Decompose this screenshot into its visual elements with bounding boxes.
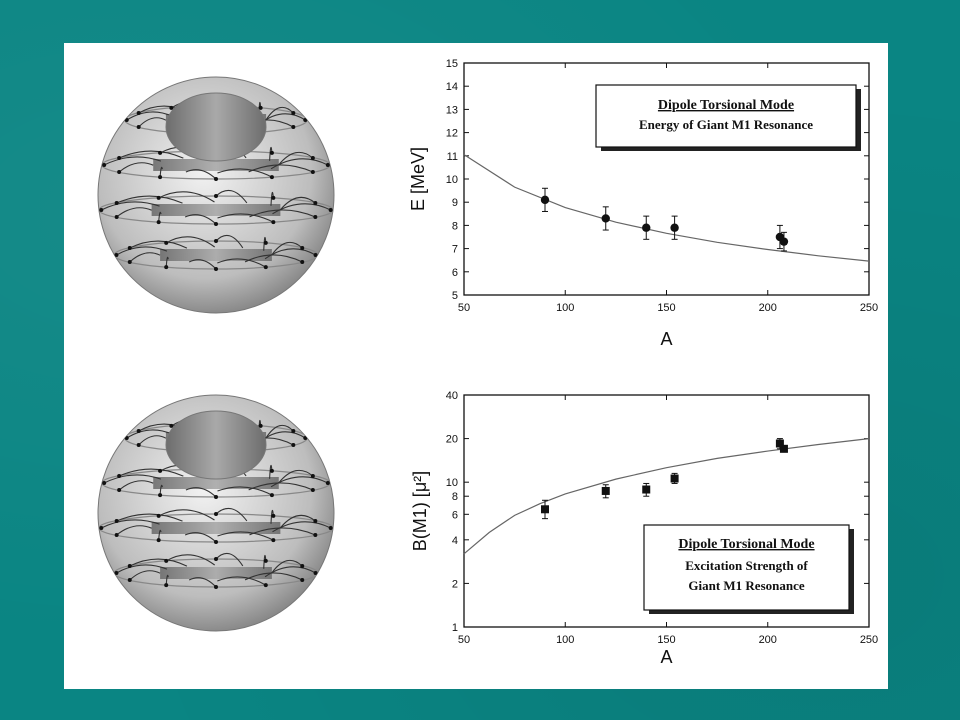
energy-x-tick-label: 100 [556,302,574,314]
energy-x-tick-label: 200 [759,302,777,314]
strength-data-point [601,486,610,495]
strength-y-tick-label: 10 [446,477,458,489]
energy-y-tick-label: 7 [452,244,458,256]
energy-y-tick-label: 11 [447,151,458,163]
torsional-mode-sphere-bottom [97,394,335,632]
strength-y-tick-label: 2 [452,578,458,590]
energy-y-tick-label: 12 [446,128,458,140]
energy-x-axis-label: A [660,329,672,349]
energy-x-tick-label: 150 [657,302,675,314]
energy-data-point [670,223,679,232]
energy-legend: Dipole Torsional Mode Energy of Giant M1… [595,84,857,148]
strength-legend-title: Dipole Torsional Mode [678,537,814,552]
strength-chart: 50 100 150 200 250 1 2 4 6 8 10 20 40 B(M1) [μ²] A Dipo… [410,390,878,667]
strength-x-axis-label: A [660,647,672,667]
strength-x-tick-label: 250 [860,634,878,646]
strength-legend-subtitle: Excitation Strength of [685,558,808,573]
strength-data-point [779,444,788,453]
strength-y-tick-label: 1 [452,622,458,634]
strength-y-tick-label: 8 [452,491,458,503]
energy-data-point [601,214,610,223]
strength-data-point [775,439,784,448]
energy-chart: 50 100 150 200 250 5 6 7 8 9 10 11 12 13 14 15 E [MeV] D… [408,58,878,349]
energy-x-tick-label: 50 [458,302,470,314]
torsional-mode-sphere-top [97,76,335,314]
strength-y-tick-label: 4 [452,535,458,547]
energy-y-tick-label: 9 [452,197,458,209]
energy-y-tick-label: 8 [452,220,458,232]
energy-data-point [779,237,789,246]
energy-y-axis-label: E [MeV] [408,147,428,211]
energy-y-tick-label: 6 [452,267,458,279]
energy-y-tick-label: 10 [446,174,458,186]
energy-fit-curve [463,154,870,262]
energy-y-tick-label: 13 [446,104,458,116]
strength-y-tick-label: 20 [446,434,458,446]
energy-y-tick-label: 15 [446,58,458,70]
strength-data-point [541,505,549,514]
energy-data-point [642,223,651,232]
energy-y-tick-label: 5 [452,290,458,302]
strength-legend-subtitle-2: Giant M1 Resonance [688,578,805,593]
strength-y-axis-label: B(M1) [μ²] [410,471,430,551]
strength-y-tick-label: 6 [452,509,458,521]
energy-legend-subtitle: Energy of Giant M1 Resonance [639,117,813,132]
strength-x-tick-label: 50 [458,634,470,646]
energy-x-tick-label: 250 [860,302,878,314]
strength-data-point [670,474,679,483]
strength-x-tick-label: 100 [556,634,574,646]
strength-x-tick-label: 150 [657,634,675,646]
strength-x-tick-label: 200 [759,634,777,646]
strength-data-point [642,485,651,494]
energy-legend-title: Dipole Torsional Mode [658,98,794,113]
strength-y-tick-label: 40 [446,390,458,402]
strength-legend: Dipole Torsional Mode Excitation Strength… [643,524,850,611]
energy-data-point [540,195,550,205]
energy-y-tick-label: 14 [446,81,458,93]
slide-panel: 50 100 150 200 250 5 6 7 8 9 10 11 12 13 14 15 E [MeV] D… [64,43,888,689]
